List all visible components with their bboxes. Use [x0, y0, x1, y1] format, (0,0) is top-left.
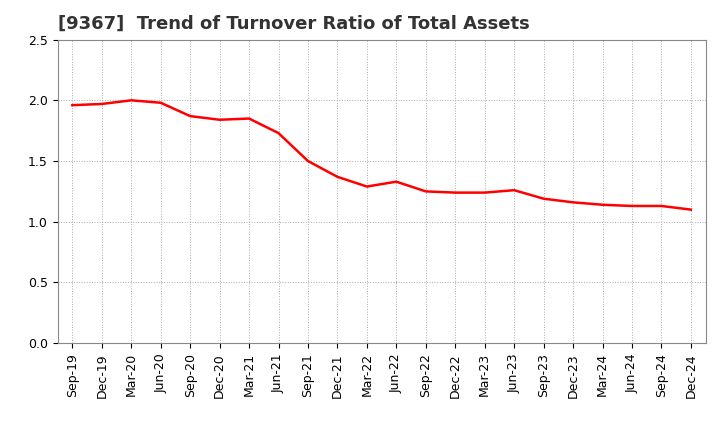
Text: [9367]  Trend of Turnover Ratio of Total Assets: [9367] Trend of Turnover Ratio of Total … — [58, 15, 529, 33]
